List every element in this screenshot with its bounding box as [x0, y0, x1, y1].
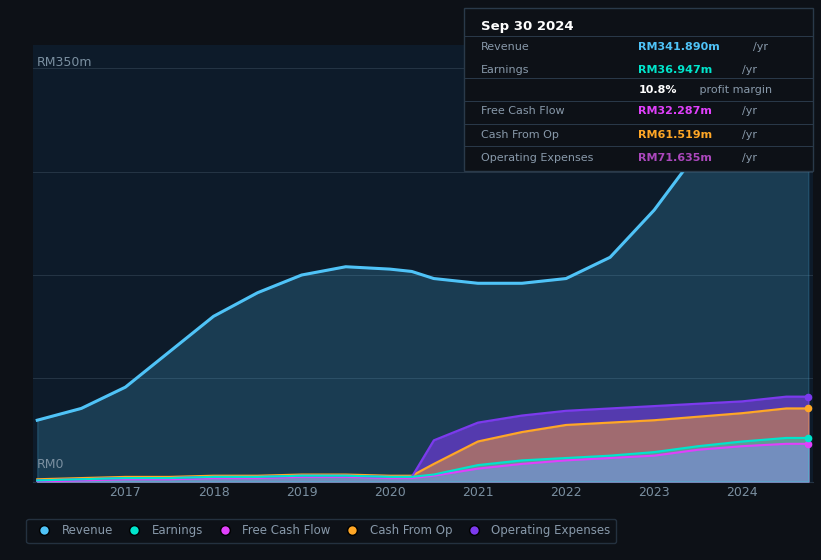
Text: /yr: /yr — [742, 153, 757, 163]
Point — [802, 392, 815, 401]
Text: /yr: /yr — [754, 43, 768, 53]
Text: Earnings: Earnings — [481, 65, 530, 75]
Point — [802, 433, 815, 442]
Text: RM32.287m: RM32.287m — [639, 106, 712, 116]
Text: RM36.947m: RM36.947m — [639, 65, 713, 75]
Text: RM71.635m: RM71.635m — [639, 153, 712, 163]
Text: /yr: /yr — [742, 106, 757, 116]
Point — [802, 440, 815, 449]
Text: Sep 30 2024: Sep 30 2024 — [481, 20, 574, 33]
Legend: Revenue, Earnings, Free Cash Flow, Cash From Op, Operating Expenses: Revenue, Earnings, Free Cash Flow, Cash … — [26, 519, 617, 543]
Text: RM0: RM0 — [37, 458, 64, 470]
Text: 10.8%: 10.8% — [639, 85, 677, 95]
Text: RM61.519m: RM61.519m — [639, 130, 713, 140]
Point — [802, 404, 815, 413]
Text: profit margin: profit margin — [696, 85, 772, 95]
Text: Cash From Op: Cash From Op — [481, 130, 559, 140]
Text: /yr: /yr — [742, 65, 757, 75]
Point — [802, 73, 815, 82]
Text: Revenue: Revenue — [481, 43, 530, 53]
Text: RM350m: RM350m — [37, 55, 92, 69]
Text: Operating Expenses: Operating Expenses — [481, 153, 594, 163]
Text: RM341.890m: RM341.890m — [639, 43, 720, 53]
FancyBboxPatch shape — [464, 8, 813, 171]
Text: Free Cash Flow: Free Cash Flow — [481, 106, 565, 116]
Text: /yr: /yr — [742, 130, 757, 140]
